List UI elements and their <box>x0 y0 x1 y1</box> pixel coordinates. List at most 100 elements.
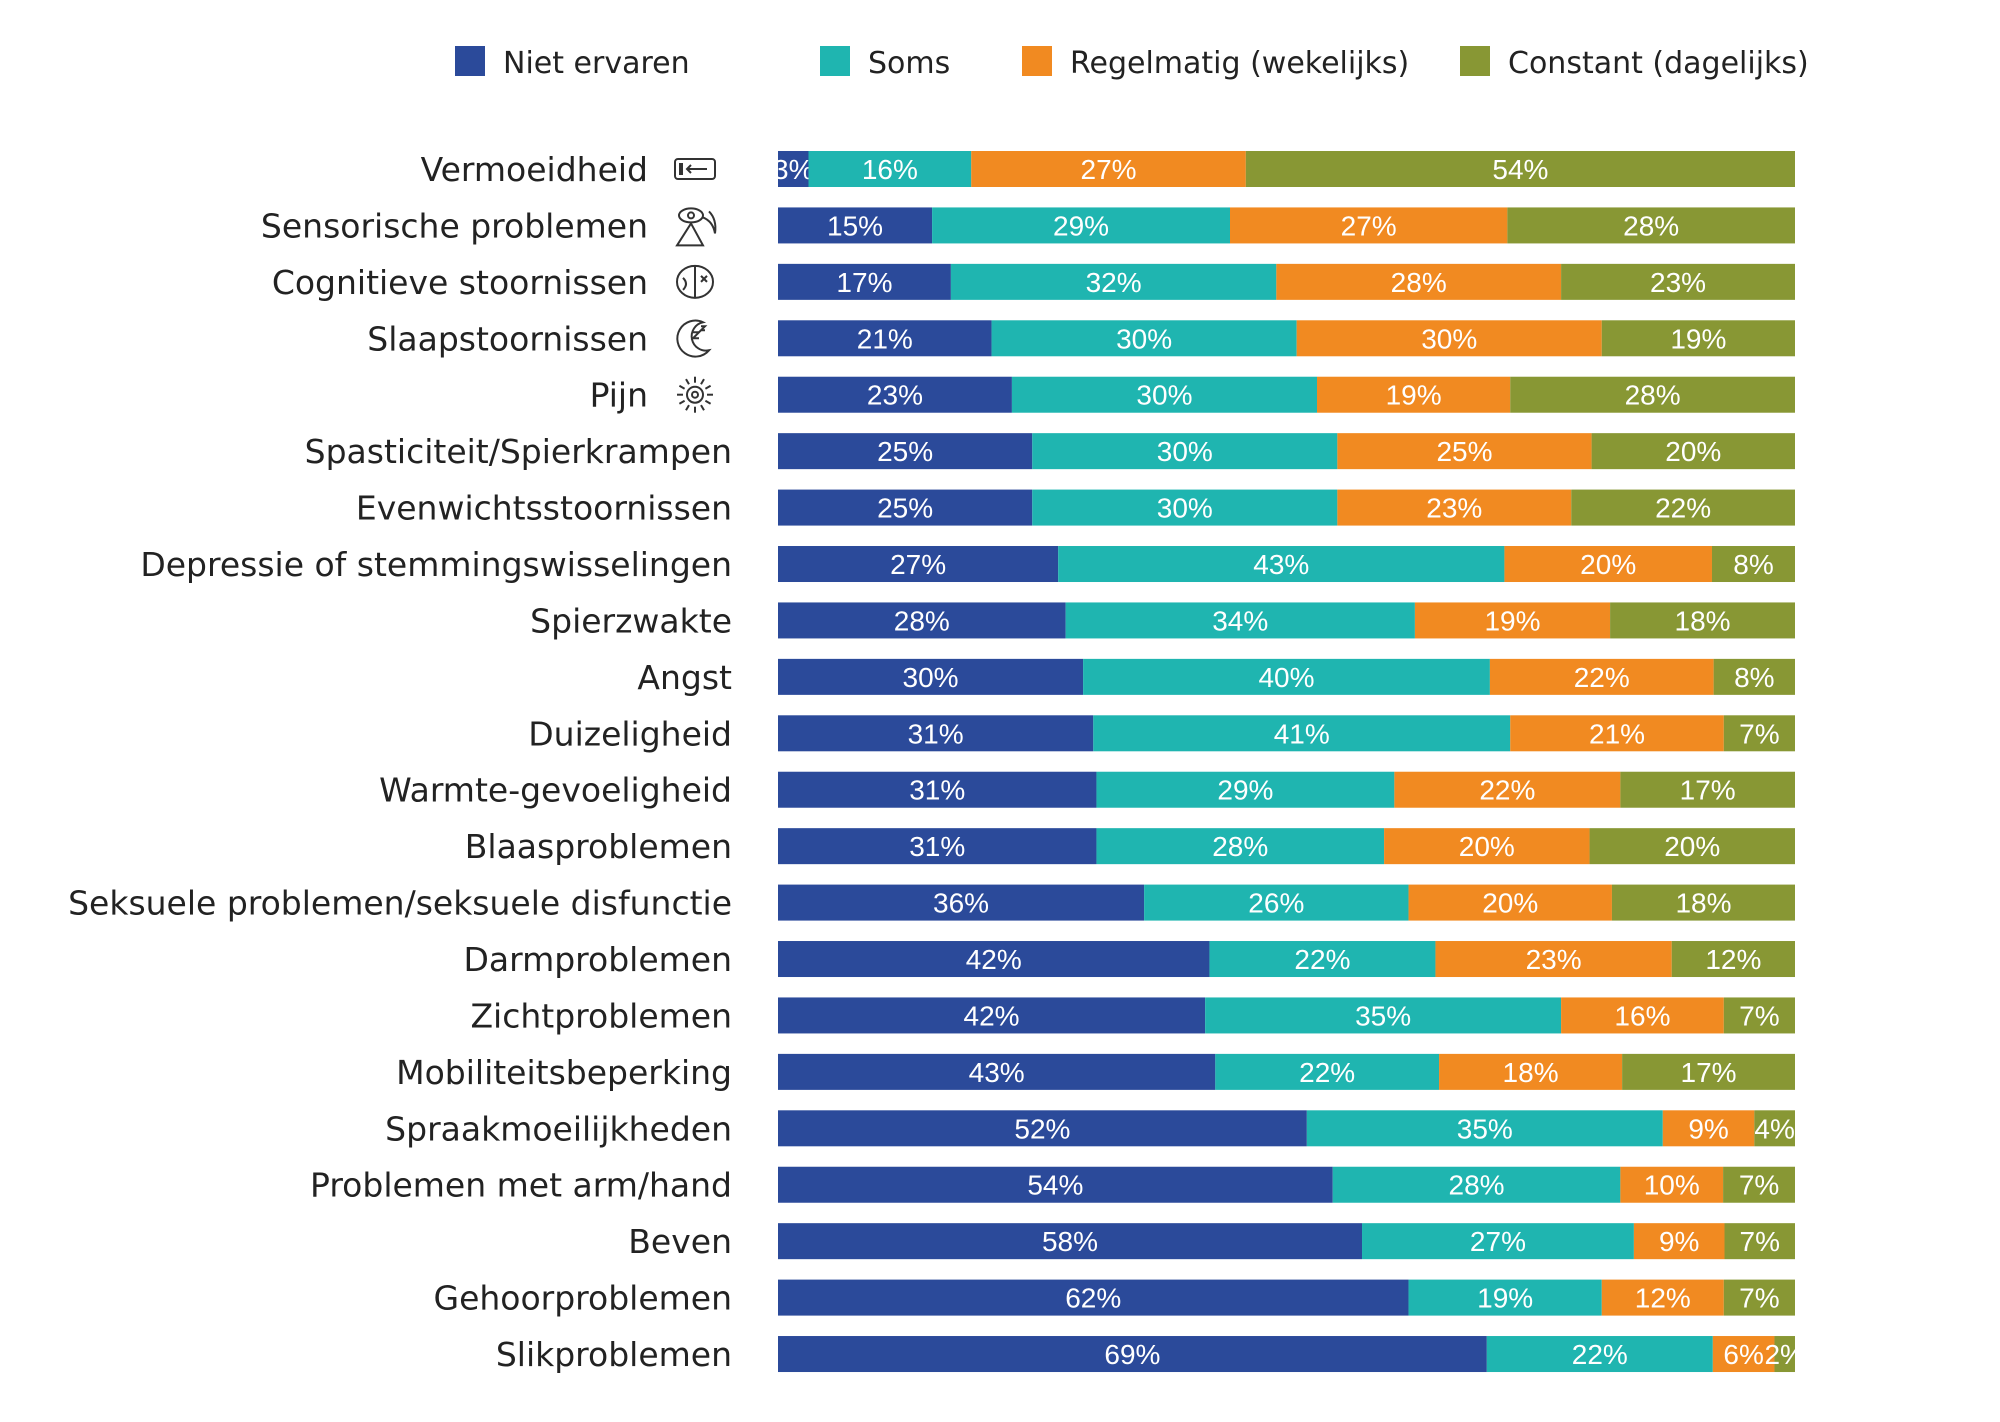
bar-segment-niet-ervaren <box>778 320 992 357</box>
data-label: 58% <box>1042 1226 1098 1257</box>
bar-segment-soms <box>1058 546 1505 583</box>
bar-segment-regelmatig-wekelijks <box>1633 1223 1725 1260</box>
data-label: 34% <box>1212 605 1268 636</box>
data-label: 28% <box>894 605 950 636</box>
data-label: 52% <box>1014 1113 1070 1144</box>
category-label: Depressie of stemmingswisselingen <box>140 545 732 584</box>
data-label: 30% <box>903 662 959 693</box>
legend-item-constant-dagelijks: Constant (dagelijks) <box>1460 46 1809 81</box>
category-label: Seksuele problemen/seksuele disfunctie <box>68 884 732 923</box>
category-label: Pijn <box>590 376 648 415</box>
bar-segment-regelmatig-wekelijks <box>1317 376 1511 413</box>
data-label: 31% <box>909 831 965 862</box>
bar-segment-niet-ervaren <box>778 207 933 244</box>
data-label: 22% <box>1655 493 1711 524</box>
bar-segment-constant-dagelijks <box>1510 376 1795 413</box>
data-label: 27% <box>1470 1226 1526 1257</box>
bar-segment-niet-ervaren <box>778 941 1210 978</box>
bar-segment-niet-ervaren <box>778 263 951 300</box>
battery-icon <box>674 158 716 180</box>
data-label: 2% <box>1764 1339 1804 1370</box>
category-label: Sensorische problemen <box>261 206 648 245</box>
bar-segment-soms <box>1306 1110 1663 1147</box>
bar-segment-soms <box>1209 941 1436 978</box>
bar-segment-regelmatig-wekelijks <box>1414 602 1611 639</box>
bar-segment-niet-ervaren <box>778 771 1097 808</box>
bar-segment-constant-dagelijks <box>1591 433 1795 470</box>
bar-segment-constant-dagelijks <box>1671 941 1795 978</box>
data-label: 9% <box>1688 1113 1728 1144</box>
bar-segment-soms <box>1215 1053 1440 1090</box>
data-label: 19% <box>1484 605 1540 636</box>
bar-row-mobiliteitsbeperking: 43% 22% 18% 17% <box>778 1053 1795 1090</box>
bar-segment-niet-ervaren <box>778 1336 1487 1373</box>
bar-segment-constant-dagelijks <box>1723 715 1795 752</box>
category-label: Duizeligheid <box>528 714 732 753</box>
data-label: 7% <box>1739 718 1779 749</box>
category-label: Problemen met arm/hand <box>310 1166 732 1205</box>
legend-item-niet-ervaren: Niet ervaren <box>455 46 690 81</box>
bar-segment-regelmatig-wekelijks <box>1561 997 1724 1034</box>
bar-segment-niet-ervaren <box>778 715 1094 752</box>
bar-segment-niet-ervaren <box>778 997 1206 1034</box>
data-label: 31% <box>909 775 965 806</box>
data-label: 54% <box>1492 154 1548 185</box>
bar-row-beven: 58% 27% 9% 7% <box>778 1223 1795 1260</box>
bar-segment-niet-ervaren <box>778 1166 1333 1203</box>
data-label: 29% <box>1217 775 1273 806</box>
data-label: 23% <box>1650 267 1706 298</box>
data-label: 8% <box>1733 549 1773 580</box>
category-label: Zichtproblemen <box>470 996 732 1035</box>
bar-row-sensorische-problemen: 15% 29% 27% 28% <box>778 207 1795 244</box>
data-label: 69% <box>1104 1339 1160 1370</box>
bar-segment-constant-dagelijks <box>1245 151 1795 187</box>
data-label: 7% <box>1740 1226 1780 1257</box>
bar-row-vermoeidheid: 3% 16% 27% 54% <box>773 151 1795 187</box>
bar-row-angst: 30% 40% 22% 8% <box>778 658 1795 695</box>
data-label: 10% <box>1644 1170 1700 1201</box>
bar-segment-constant-dagelijks <box>1620 771 1795 808</box>
bar-segment-regelmatig-wekelijks <box>1489 658 1714 695</box>
data-label: 22% <box>1479 775 1535 806</box>
data-label: 27% <box>1081 154 1137 185</box>
data-label: 30% <box>1421 323 1477 354</box>
bar-segment-regelmatig-wekelijks <box>1712 1336 1775 1373</box>
legend-label: Niet ervaren <box>503 46 690 81</box>
data-label: 43% <box>1253 549 1309 580</box>
category-label: Spasticiteit/Spierkrampen <box>305 432 732 471</box>
brain-icon <box>676 264 714 299</box>
bar-row-blaasproblemen: 31% 28% 20% 20% <box>778 828 1795 865</box>
bar-segment-regelmatig-wekelijks <box>1439 1053 1623 1090</box>
bar-segment-regelmatig-wekelijks <box>1276 263 1562 300</box>
data-label: 27% <box>1341 210 1397 241</box>
legend-item-regelmatig-wekelijks: Regelmatig (wekelijks) <box>1022 46 1409 81</box>
data-label: 30% <box>1157 436 1213 467</box>
bar-segment-regelmatig-wekelijks <box>1510 715 1724 752</box>
data-label: 29% <box>1053 210 1109 241</box>
bar-segment-regelmatig-wekelijks <box>1337 433 1592 470</box>
bar-row-slaapstoornissen: 21% 30% 30% 19% <box>778 320 1795 357</box>
bar-segment-regelmatig-wekelijks <box>1230 207 1508 244</box>
data-label: 21% <box>857 323 913 354</box>
bar-segment-constant-dagelijks <box>1754 1110 1795 1147</box>
bar-segment-soms <box>950 263 1277 300</box>
senses-icon <box>675 207 717 247</box>
bar-segment-constant-dagelijks <box>1713 658 1795 695</box>
sleep-moon-icon <box>676 319 712 358</box>
bar-segment-constant-dagelijks <box>1724 1223 1795 1260</box>
bar-row-problemen-met-arm-hand: 54% 28% 10% 7% <box>778 1166 1795 1203</box>
data-label: 23% <box>1426 493 1482 524</box>
category-label: Spraakmoeilijkheden <box>385 1109 732 1148</box>
bars: 3% 16% 27% 54% 15% 29% 27% 28% 17% 32% 28% 23% 21% 30… <box>773 151 1805 1373</box>
bar-segment-soms <box>1065 602 1415 639</box>
data-label: 3% <box>773 154 813 185</box>
bar-segment-regelmatig-wekelijks <box>1394 771 1621 808</box>
data-label: 25% <box>877 436 933 467</box>
bar-segment-constant-dagelijks <box>1774 1336 1795 1373</box>
data-label: 22% <box>1574 662 1630 693</box>
bar-row-evenwichtsstoornissen: 25% 30% 23% 22% <box>778 489 1795 526</box>
data-label: 30% <box>1157 493 1213 524</box>
bar-segment-soms <box>1083 658 1490 695</box>
data-label: 20% <box>1482 888 1538 919</box>
